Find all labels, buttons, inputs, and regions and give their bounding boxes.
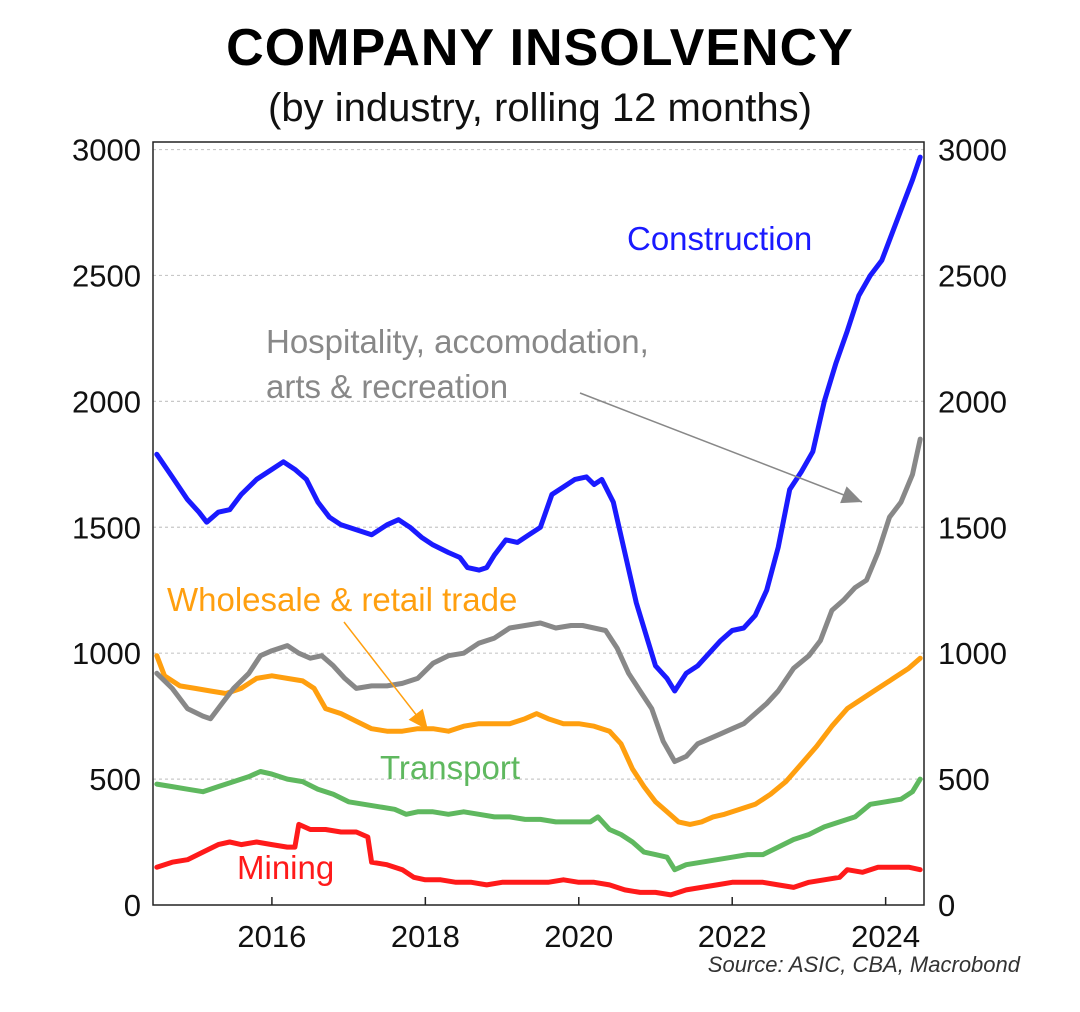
y-tick-label-left: 3000 xyxy=(72,133,141,168)
x-tick-label: 2016 xyxy=(237,919,306,954)
x-tick-label: 2018 xyxy=(391,919,460,954)
series-lines xyxy=(154,154,923,898)
source-note: Source: ASIC, CBA, Macrobond xyxy=(707,952,1020,977)
series-line-wholesale-retail-trade xyxy=(154,653,923,827)
y-tick-label-right: 1500 xyxy=(938,510,1007,545)
hospitality-arrow-shaft xyxy=(579,392,863,503)
series-label-mining: Mining xyxy=(237,849,334,886)
y-tick-label-right: 3000 xyxy=(938,133,1007,168)
series-label-hospitality-accomodation-arts-recreation: arts & recreation xyxy=(266,368,508,405)
y-tick-label-left: 1000 xyxy=(72,636,141,671)
plot-frame xyxy=(152,141,925,906)
hospitality-arrow-head xyxy=(840,486,862,504)
y-tick-label-right: 1000 xyxy=(938,636,1007,671)
series-line-transport xyxy=(154,769,923,873)
series-label-wholesale-retail-trade: Wholesale & retail trade xyxy=(167,581,517,618)
series-label-hospitality-accomodation-arts-recreation: Hospitality, accomodation, xyxy=(266,323,649,360)
chart-subtitle: (by industry, rolling 12 months) xyxy=(268,86,812,130)
series-labels: Construction Hospitality, accomodation, ar… xyxy=(167,220,812,886)
y-axis-right: 0 500 1000 1500 2000 2500 3000 xyxy=(938,133,1007,923)
y-tick-label-right: 500 xyxy=(938,762,990,797)
x-axis: 2016 2018 2020 2022 2024 xyxy=(237,897,920,954)
series-line-hospitality-accomodation-arts-recreation xyxy=(154,436,923,764)
x-tick-label: 2024 xyxy=(851,919,920,954)
x-tick-label: 2022 xyxy=(698,919,767,954)
chart-title: COMPANY INSOLVENCY xyxy=(226,19,854,77)
y-tick-label-left: 500 xyxy=(89,762,141,797)
x-tick-label: 2020 xyxy=(544,919,613,954)
wholesale-arrow-head xyxy=(408,708,428,730)
y-axis-left: 0 500 1000 1500 2000 2500 3000 xyxy=(72,133,141,923)
y-tick-label-left: 2500 xyxy=(72,258,141,293)
wholesale-arrow-shaft xyxy=(343,621,429,731)
y-tick-label-left: 0 xyxy=(124,888,141,923)
y-tick-label-right: 0 xyxy=(938,888,955,923)
y-tick-label-left: 2000 xyxy=(72,384,141,419)
series-line-mining xyxy=(154,821,923,898)
y-tick-label-left: 1500 xyxy=(72,510,141,545)
y-tick-label-right: 2500 xyxy=(938,258,1007,293)
series-line-construction xyxy=(154,154,923,694)
label-arrows xyxy=(343,392,863,731)
y-tick-label-right: 2000 xyxy=(938,384,1007,419)
series-label-construction: Construction xyxy=(627,220,812,257)
series-label-transport: Transport xyxy=(380,749,520,786)
